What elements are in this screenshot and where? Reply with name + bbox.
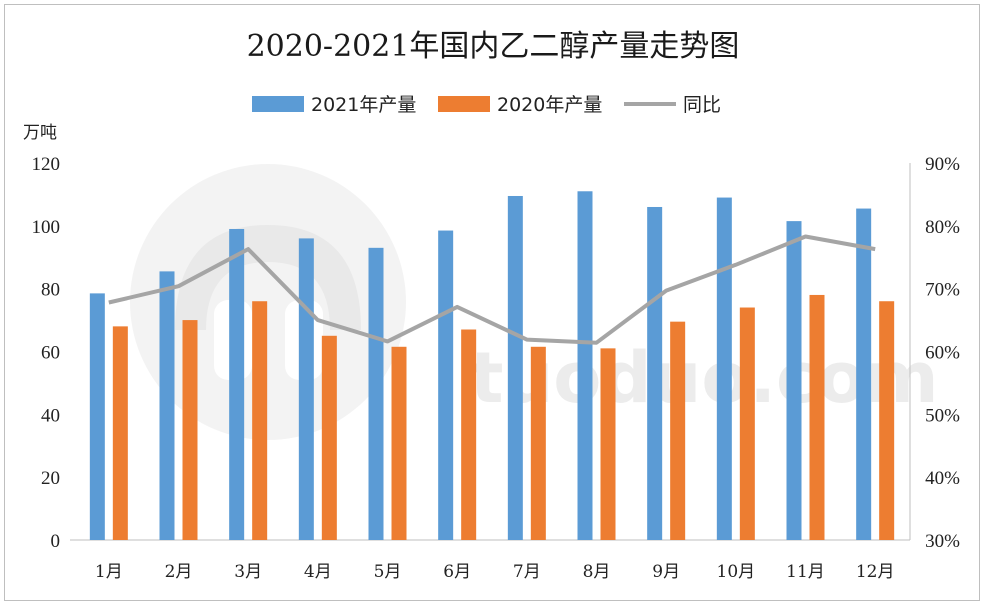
chart-title: 2020-2021年国内乙二醇产量走势图 [247,29,740,64]
bar-2021 [786,221,802,540]
y-right-tick-label: 60% [925,343,960,364]
bar-2020 [461,329,477,540]
bar-2021 [159,271,175,540]
bar-2020 [670,321,686,540]
x-category-label: 10月 [717,562,756,582]
bar-2021 [507,195,523,541]
bar-2021 [716,197,732,540]
x-category-label: 9月 [652,562,680,582]
y-left-tick-label: 40 [41,405,60,426]
bar-2021 [368,247,384,540]
bar-2020 [879,301,895,540]
x-category-label: 11月 [786,562,825,582]
y-right-tick-label: 40% [925,468,960,489]
bar-2021 [647,206,663,540]
bar-2021 [298,238,314,540]
bar-2020 [809,294,825,540]
bar-2020 [252,301,268,540]
x-category-label: 4月 [304,562,332,582]
bar-2020 [530,346,546,540]
y-left-tick-label: 80 [41,280,60,301]
x-category-label: 12月 [856,562,895,582]
watermark-logo-arc [175,225,361,330]
bar-2021 [438,230,454,540]
x-category-label: 2月 [165,562,193,582]
legend-label-2020: 2020年产量 [497,94,602,116]
y-left-tick-label: 60 [41,343,60,364]
bar-2021 [229,228,245,540]
y-left-ticks: 0 20 40 60 80 100 120 [32,154,61,552]
x-category-label: 5月 [374,562,402,582]
bar-2020 [112,326,128,540]
bar-2020 [321,335,337,540]
bar-2021 [856,208,872,540]
y-left-unit: 万吨 [23,123,57,143]
y-right-tick-label: 70% [925,280,960,301]
legend-label-yoy: 同比 [683,94,721,116]
bar-2021 [89,293,105,540]
legend-swatch-2020 [438,96,490,112]
x-categories: 1月 2月 3月 4月 5月 6月 7月 8月 9月 10月 11月 12月 [95,562,895,582]
y-left-tick-label: 0 [51,531,61,552]
y-right-tick-label: 90% [925,154,960,175]
x-category-label: 7月 [513,562,541,582]
y-right-ticks: 30% 40% 50% 60% 70% 80% 90% [925,154,960,552]
legend-label-2021: 2021年产量 [311,94,416,116]
y-left-tick-label: 120 [32,154,61,175]
y-right-tick-label: 30% [925,531,960,552]
watermark-logo-circle [130,164,406,440]
x-category-label: 3月 [234,562,262,582]
bars [89,191,895,541]
x-category-label: 1月 [95,562,123,582]
y-right-tick-label: 80% [925,217,960,238]
bar-2020 [739,307,755,540]
yoy-line-layer [108,234,876,345]
bar-2021 [577,191,593,540]
bar-2020 [182,320,198,540]
yoy-line [108,234,876,345]
bar-2020 [391,346,407,540]
legend: 2021年产量 2020年产量 同比 [252,94,721,116]
x-category-label: 6月 [443,562,471,582]
bar-2020 [600,348,616,540]
x-category-label: 8月 [583,562,611,582]
y-right-tick-label: 50% [925,405,960,426]
y-left-tick-label: 100 [32,217,61,238]
legend-swatch-2021 [252,96,304,112]
y-left-tick-label: 20 [41,468,60,489]
